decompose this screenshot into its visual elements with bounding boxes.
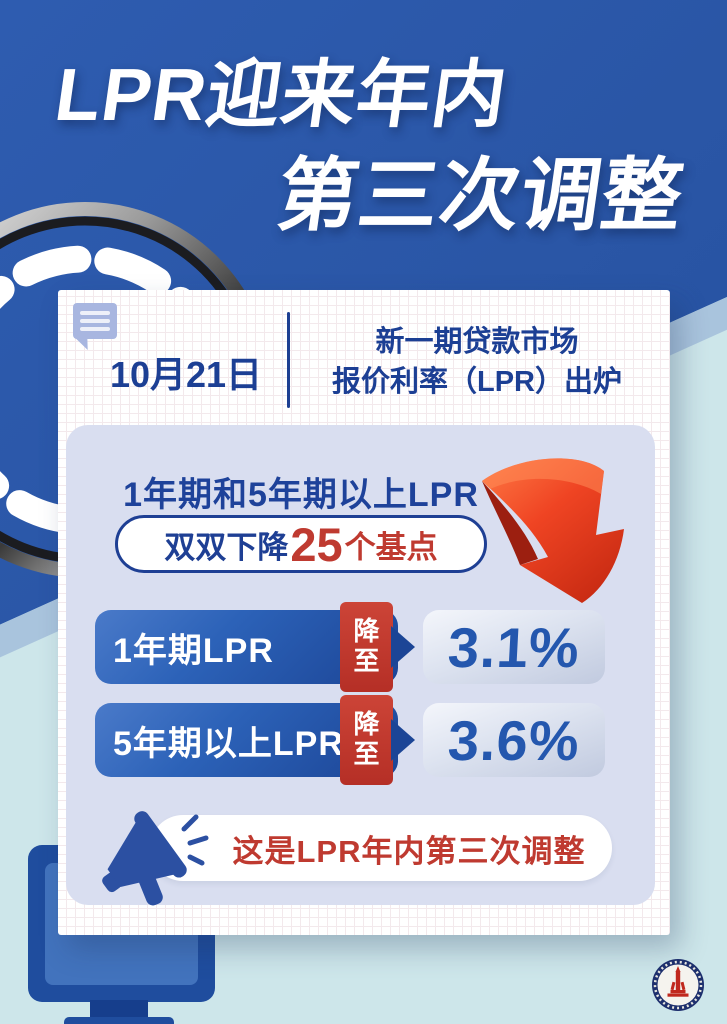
headline-line1: 新一期贷款市场: [375, 326, 579, 358]
note-pill: 这是LPR年内第三次调整: [150, 815, 612, 881]
summary-pill: 双双下降 25 个基点: [115, 515, 487, 573]
rate-value-panel-5y: 3.6%: [423, 703, 605, 777]
headline-text: 新一期贷款市场 报价利率（LPR）出炉: [303, 322, 651, 402]
rate-tag-text: 降至: [353, 709, 380, 769]
poster-title-line1: LPR迎来年内: [50, 53, 513, 136]
rates-panel: 1年期和5年期以上LPR 双双下降 25 个基点: [66, 425, 655, 906]
down-arrow-3d-icon: [482, 458, 624, 603]
summary-pill-number: 25: [290, 517, 343, 571]
rate-value-5y: 3.6%: [446, 708, 582, 772]
summary-pill-prefix: 双双下降: [164, 529, 289, 565]
rate-tag-1y: 降至: [340, 602, 393, 692]
poster-title-line2: 第三次调整: [271, 151, 690, 240]
agency-logo: [652, 959, 704, 1011]
rate-row-1y: 1年期LPR 降至 3.1%: [66, 602, 655, 692]
monitor-neck: [90, 1000, 148, 1018]
rate-value-1y: 3.1%: [446, 615, 582, 679]
headline-line2: 报价利率（LPR）出炉: [331, 366, 622, 398]
rate-tag-text: 降至: [353, 616, 380, 676]
speech-bubble-icon: [73, 303, 117, 339]
rate-chevron-icon: [391, 719, 415, 761]
vertical-divider: [287, 312, 290, 408]
summary-pill-suffix: 个基点: [344, 529, 438, 565]
date-text: 10月21日: [109, 354, 263, 395]
rate-chevron-icon: [391, 626, 415, 668]
info-card: 10月21日 新一期贷款市场 报价利率（LPR）出炉 1年期和5年期以上LPR …: [58, 290, 670, 935]
note-text: 这是LPR年内第三次调整: [232, 833, 586, 869]
monitor-base: [64, 1017, 174, 1024]
rate-tag-5y: 降至: [340, 695, 393, 785]
rate-row-5y: 5年期以上LPR 降至 3.6%: [66, 695, 655, 785]
panel-heading: 1年期和5年期以上LPR: [123, 476, 479, 514]
rate-value-panel-1y: 3.1%: [423, 610, 605, 684]
megaphone-icon: [102, 811, 209, 906]
